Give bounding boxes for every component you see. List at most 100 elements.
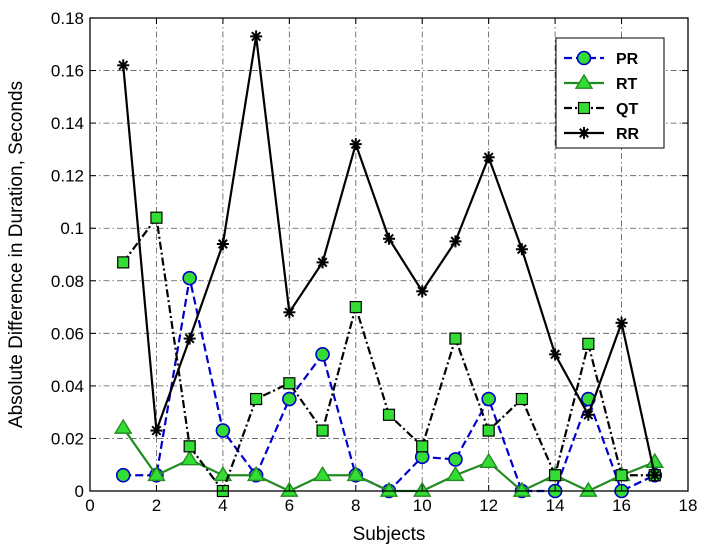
legend-item-qt: QT bbox=[564, 101, 638, 118]
x-axis-label: Subjects bbox=[353, 524, 426, 545]
star-stroke bbox=[616, 317, 627, 328]
star-stroke bbox=[417, 286, 428, 297]
y-tick-label: 0.08 bbox=[51, 272, 84, 291]
data-point-pr bbox=[215, 423, 231, 438]
data-point-qt bbox=[382, 408, 396, 421]
series-layer bbox=[113, 30, 665, 499]
data-point-qt bbox=[117, 256, 130, 269]
data-point-qt bbox=[482, 424, 495, 437]
plot-frame bbox=[89, 17, 689, 492]
data-point-qt bbox=[416, 440, 429, 453]
y-tick-label: 0 bbox=[75, 482, 84, 501]
legend-marker bbox=[577, 101, 591, 115]
legend-marker bbox=[574, 73, 594, 89]
data-point-rt bbox=[512, 481, 532, 497]
legend-label: PR bbox=[616, 51, 639, 68]
y-tick-label: 0.14 bbox=[51, 114, 84, 133]
x-tick-label: 18 bbox=[679, 496, 698, 515]
data-point-qt bbox=[316, 424, 329, 437]
series-line-qt bbox=[122, 214, 655, 494]
legend-label: RR bbox=[616, 126, 640, 143]
y-tick-label: 0.04 bbox=[51, 377, 84, 396]
data-point-rr bbox=[250, 30, 263, 43]
star-stroke bbox=[284, 307, 295, 318]
data-point-qt bbox=[283, 377, 296, 390]
star-stroke bbox=[649, 470, 660, 481]
data-point-rt bbox=[645, 452, 665, 468]
data-point-qt bbox=[449, 332, 462, 345]
data-point-rt bbox=[147, 465, 166, 482]
legend: PR RT QT RR bbox=[555, 37, 665, 149]
x-tick-label: 0 bbox=[85, 496, 94, 515]
legend-box bbox=[555, 37, 665, 149]
legend-item-rr: RR bbox=[564, 126, 640, 143]
data-point-qt bbox=[150, 211, 163, 224]
data-point-rr bbox=[117, 59, 130, 72]
data-point-rr bbox=[416, 285, 429, 298]
data-point-pr bbox=[448, 452, 463, 467]
legend-label: QT bbox=[616, 101, 638, 118]
data-point-rr bbox=[316, 256, 329, 269]
y-tick-label: 0.06 bbox=[51, 324, 84, 343]
data-point-pr bbox=[481, 391, 496, 407]
data-point-qt bbox=[549, 469, 562, 482]
y-axis-label: Absolute Difference in Duration, Seconds bbox=[6, 81, 27, 428]
star-stroke bbox=[118, 60, 129, 71]
data-point-pr bbox=[315, 347, 330, 362]
series-rr bbox=[117, 30, 661, 482]
star-stroke bbox=[384, 233, 394, 244]
star-stroke bbox=[350, 139, 361, 150]
x-tick-label: 10 bbox=[413, 496, 432, 515]
x-tick-label: 8 bbox=[351, 496, 360, 515]
star-stroke bbox=[583, 409, 594, 420]
data-point-qt bbox=[582, 337, 595, 350]
data-point-rr bbox=[615, 316, 628, 329]
data-point-rt bbox=[479, 452, 498, 468]
data-point-rr bbox=[216, 237, 229, 250]
star-stroke bbox=[251, 31, 262, 42]
y-tick-label: 0.1 bbox=[60, 219, 84, 238]
star-stroke bbox=[579, 128, 589, 138]
data-point-rt bbox=[446, 465, 465, 482]
star-stroke bbox=[317, 257, 328, 268]
grid bbox=[90, 18, 688, 491]
data-point-rt bbox=[579, 481, 598, 497]
data-point-rt bbox=[113, 418, 133, 434]
legend-marker bbox=[578, 127, 590, 139]
y-tick-label: 0.18 bbox=[51, 9, 84, 28]
data-point-rr bbox=[183, 332, 196, 345]
series-qt bbox=[117, 211, 661, 498]
data-point-qt bbox=[183, 440, 196, 453]
data-point-qt bbox=[515, 392, 528, 406]
legend-item-pr: PR bbox=[564, 50, 639, 68]
star-stroke bbox=[217, 239, 228, 249]
star-stroke bbox=[483, 152, 494, 163]
data-point-qt bbox=[250, 392, 263, 406]
star-stroke bbox=[516, 244, 527, 255]
x-tick-label: 12 bbox=[479, 496, 498, 515]
y-tick-label: 0.02 bbox=[51, 429, 84, 448]
data-point-qt bbox=[349, 300, 362, 314]
data-point-rt bbox=[180, 450, 199, 466]
y-tick-label: 0.16 bbox=[51, 62, 84, 81]
legend-marker bbox=[576, 50, 592, 66]
x-tick-label: 14 bbox=[546, 496, 565, 515]
data-point-rr bbox=[648, 469, 661, 482]
y-tick-label: 0.12 bbox=[51, 167, 84, 186]
data-point-pr bbox=[282, 391, 297, 407]
legend-item-rt: RT bbox=[564, 73, 638, 93]
data-point-pr bbox=[115, 467, 131, 483]
data-point-rt bbox=[379, 481, 399, 497]
data-point-rr bbox=[582, 408, 595, 421]
star-stroke bbox=[550, 349, 561, 360]
data-point-rr bbox=[283, 306, 296, 319]
data-point-rr bbox=[349, 138, 362, 151]
data-point-rt bbox=[313, 465, 332, 482]
data-point-rr bbox=[515, 243, 528, 256]
x-tick-label: 6 bbox=[285, 496, 294, 515]
x-tick-label: 2 bbox=[152, 496, 161, 515]
data-point-rr bbox=[383, 232, 395, 245]
legend-label: RT bbox=[616, 76, 638, 93]
data-point-rr bbox=[449, 235, 462, 248]
